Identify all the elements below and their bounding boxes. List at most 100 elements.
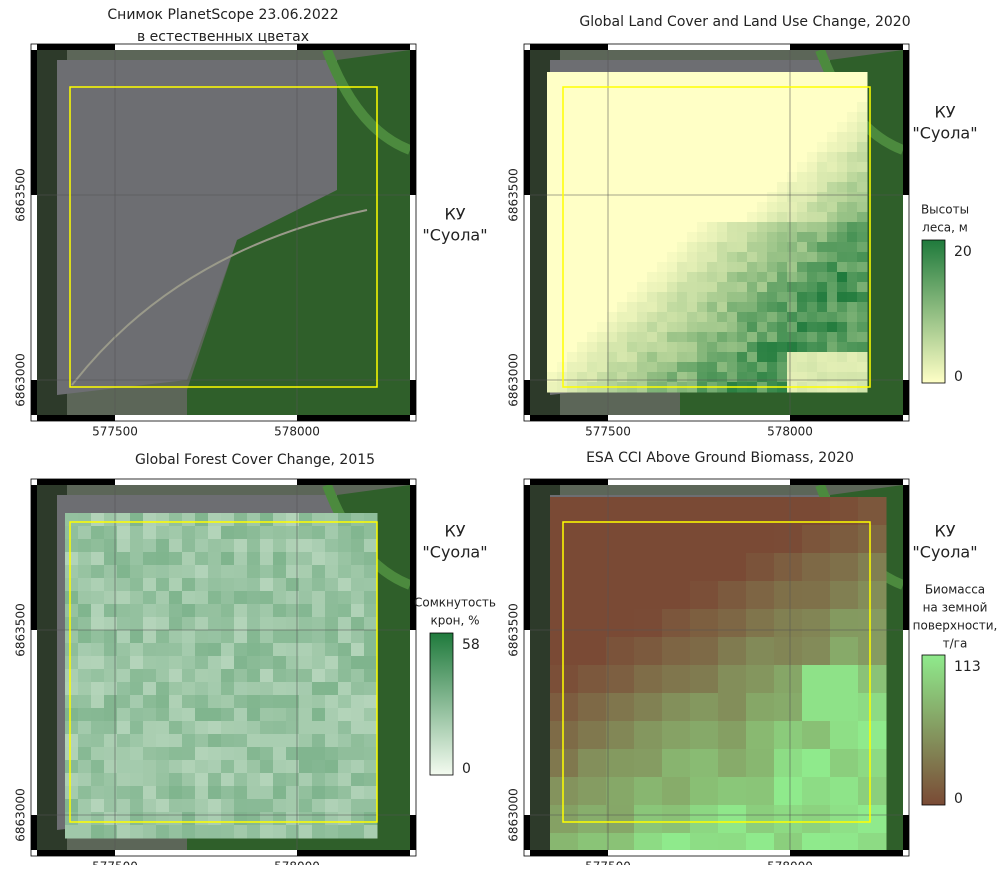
map	[37, 50, 410, 415]
frame	[530, 415, 608, 421]
biomass-raster	[550, 497, 887, 862]
legend-title: леса, м	[922, 221, 968, 235]
x-tick-label: 578000	[767, 425, 813, 439]
colorbar-min: 0	[954, 369, 963, 385]
frame	[608, 415, 790, 421]
frame	[37, 479, 115, 485]
y-tick-label: 6863500	[14, 168, 28, 221]
canopy-raster	[65, 513, 378, 839]
frame	[790, 850, 903, 856]
site-label: "Суола"	[912, 124, 977, 143]
frame	[524, 195, 530, 380]
site-label: КУ	[444, 205, 465, 224]
frame	[115, 415, 297, 421]
frame	[31, 485, 37, 630]
frame	[410, 380, 416, 415]
frame	[903, 485, 909, 630]
frame	[115, 479, 297, 485]
y-tick-label: 6863500	[507, 603, 521, 656]
frame	[608, 479, 790, 485]
frame	[37, 44, 115, 50]
frame	[31, 195, 37, 380]
map	[530, 50, 903, 415]
map-panel: Global Land Cover and Land Use Change, 2…	[507, 14, 978, 439]
y-tick-label: 6863000	[507, 353, 521, 406]
y-tick-label: 6863500	[507, 168, 521, 221]
frame	[790, 44, 903, 50]
legend-title: Высоты	[921, 203, 969, 217]
site-label: КУ	[934, 522, 955, 541]
x-tick-label: 577500	[92, 860, 138, 866]
legend-title: на земной	[923, 601, 988, 615]
map-panel: ESA CCI Above Ground Biomass, 2020 577500…	[507, 450, 998, 865]
colorbar-min: 0	[954, 791, 963, 807]
figure: Снимок PlanetScope 23.06.2022 в естествен…	[0, 0, 1003, 865]
frame	[297, 44, 410, 50]
map	[37, 485, 410, 850]
frame	[524, 380, 530, 415]
frame	[410, 195, 416, 380]
site-label: КУ	[934, 103, 955, 122]
frame	[37, 415, 115, 421]
y-tick-label: 6863000	[507, 788, 521, 841]
x-tick-label: 577500	[585, 425, 631, 439]
frame	[297, 479, 410, 485]
panel-title: Global Forest Cover Change, 2015	[135, 452, 375, 468]
colorbar	[922, 655, 945, 805]
frame	[115, 44, 297, 50]
frame	[608, 44, 790, 50]
frame	[903, 50, 909, 195]
frame	[790, 479, 903, 485]
frame	[530, 44, 608, 50]
panel-title: ESA CCI Above Ground Biomass, 2020	[586, 450, 854, 466]
frame	[524, 815, 530, 850]
legend-title: поверхности,	[913, 619, 998, 633]
map	[530, 485, 903, 862]
frame	[31, 815, 37, 850]
x-tick-label: 578000	[767, 860, 813, 866]
panel-title: в естественных цветах	[137, 29, 309, 45]
colorbar	[922, 240, 945, 383]
frame	[903, 815, 909, 850]
y-tick-label: 6863000	[14, 788, 28, 841]
legend-title: Сомкнутость	[414, 596, 496, 610]
colorbar-max: 20	[954, 244, 972, 260]
frame	[903, 380, 909, 415]
colorbar-max: 113	[954, 659, 981, 675]
frame	[31, 630, 37, 815]
panel-title: Global Land Cover and Land Use Change, 2…	[579, 14, 910, 30]
site-label: "Суола"	[912, 543, 977, 562]
frame	[903, 195, 909, 380]
frame	[903, 630, 909, 815]
panel-title: Снимок PlanetScope 23.06.2022	[107, 7, 338, 23]
site-label: "Суола"	[422, 543, 487, 562]
frame	[790, 415, 903, 421]
frame	[530, 850, 608, 856]
y-tick-label: 6863000	[14, 353, 28, 406]
legend-title: Биомасса	[925, 583, 985, 597]
frame	[524, 630, 530, 815]
frame	[410, 50, 416, 195]
colorbar-min: 0	[462, 761, 471, 777]
frame	[297, 415, 410, 421]
frame	[524, 485, 530, 630]
frame	[297, 850, 410, 856]
map-panel: Global Forest Cover Change, 2015 577500 57…	[14, 452, 496, 865]
x-tick-label: 577500	[585, 860, 631, 866]
frame	[31, 380, 37, 415]
site-label: КУ	[444, 522, 465, 541]
x-tick-label: 578000	[274, 425, 320, 439]
frame	[37, 850, 115, 856]
legend-title: крон, %	[430, 614, 479, 628]
x-tick-label: 578000	[274, 860, 320, 866]
frame	[530, 479, 608, 485]
frame	[31, 50, 37, 195]
site-label: "Суола"	[422, 226, 487, 245]
x-tick-label: 577500	[92, 425, 138, 439]
y-tick-label: 6863500	[14, 603, 28, 656]
frame	[410, 815, 416, 850]
colorbar	[430, 633, 453, 775]
colorbar-max: 58	[462, 637, 480, 653]
legend-title: т/га	[943, 637, 968, 651]
frame	[115, 850, 297, 856]
